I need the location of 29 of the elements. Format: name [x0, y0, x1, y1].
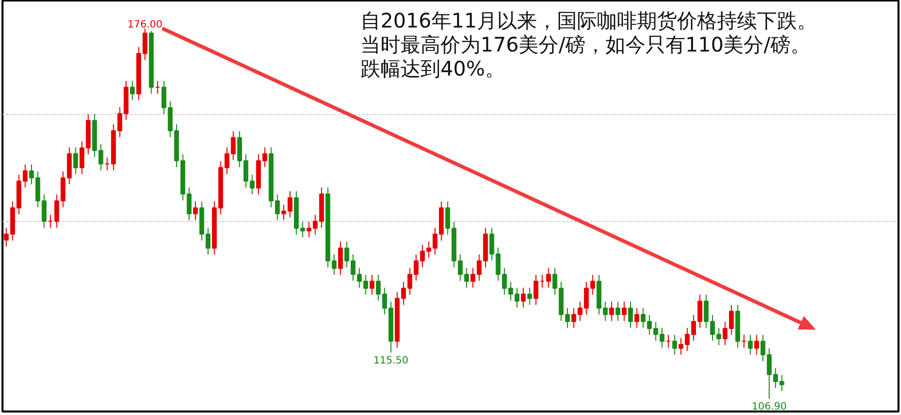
- annotation: 自2016年11月以来，国际咖啡期货价格持续下跌。: [360, 8, 817, 32]
- candlestick: [622, 301, 627, 322]
- annotation: 跌幅达到40%。: [360, 56, 505, 80]
- candlestick: [527, 287, 532, 306]
- candlestick: [370, 274, 374, 296]
- candlestick: [130, 80, 135, 101]
- annotation: 106.90: [752, 402, 787, 413]
- candlestick: [338, 241, 343, 276]
- candlestick: [697, 294, 702, 328]
- candlestick: [534, 274, 538, 306]
- annotation: 176.00: [128, 19, 163, 30]
- candlestick: [98, 144, 104, 171]
- candlestick: [552, 267, 558, 296]
- candlestick: [754, 334, 760, 356]
- candlestick: [672, 334, 678, 356]
- candlestick: [634, 308, 640, 328]
- candlestick: [609, 301, 614, 322]
- annotation: 115.50: [373, 356, 408, 367]
- candlestick: [546, 267, 551, 288]
- candlestick: [520, 287, 526, 308]
- candlestick: [616, 301, 620, 322]
- candlestick: [73, 146, 78, 175]
- candlestick: [464, 267, 469, 288]
- candlestick: [640, 308, 646, 328]
- candlestick: [748, 334, 753, 356]
- candlestick: [80, 140, 84, 175]
- annotation: 当时最高价为176美分/磅，如今只有110美分/磅。: [360, 32, 810, 56]
- candlestick: [628, 301, 633, 328]
- candlestick: [193, 200, 198, 221]
